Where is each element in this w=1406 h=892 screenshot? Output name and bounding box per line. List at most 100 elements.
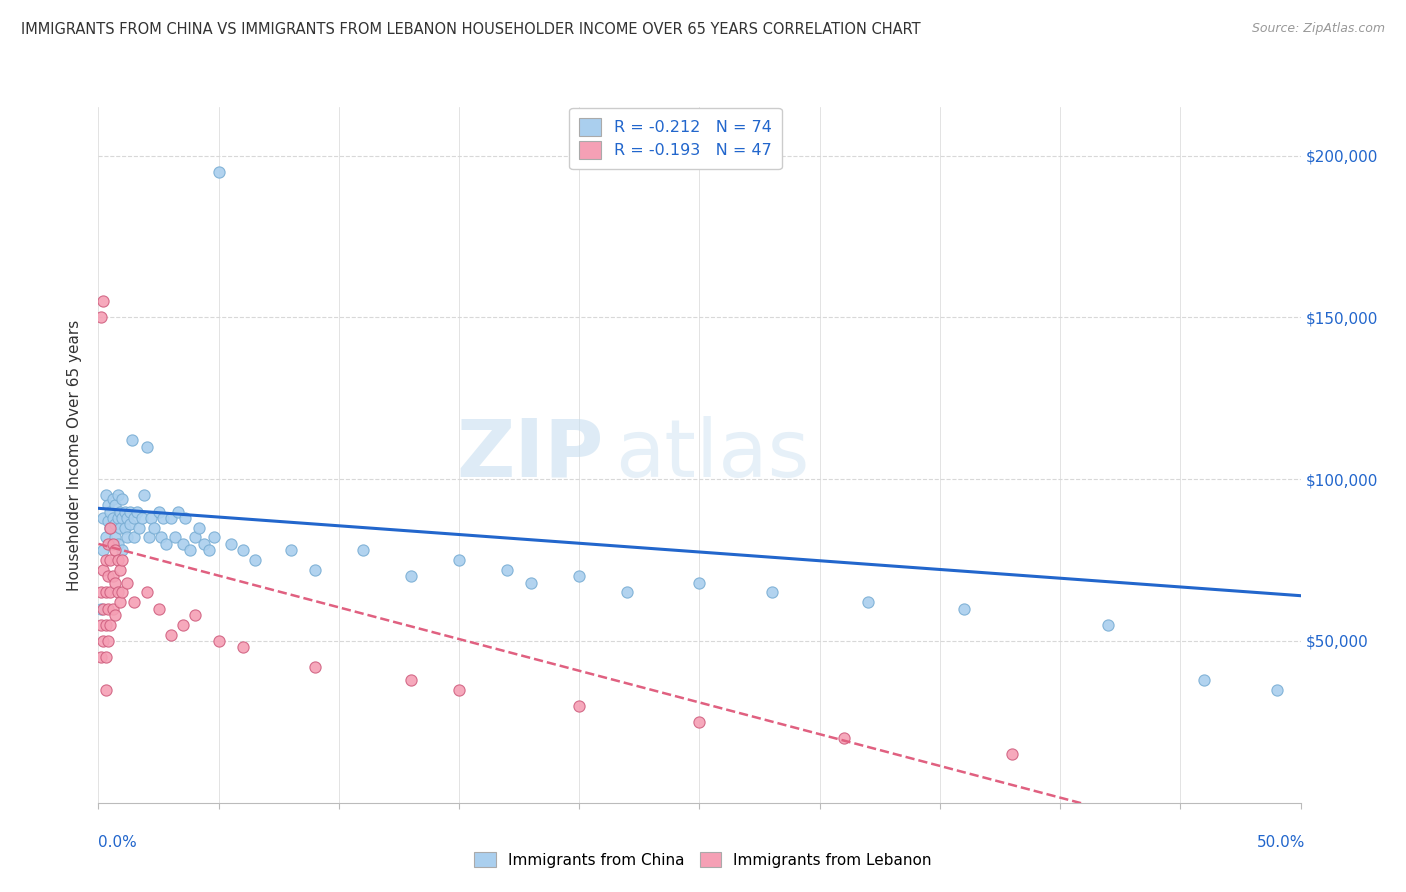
Point (104, 575, 127, 590)
Point (91, 634, 114, 648)
Point (97, 498, 120, 512)
Point (159, 627, 181, 641)
Point (689, 575, 711, 590)
Point (304, 563, 326, 577)
Point (174, 511, 197, 525)
Text: ZIP: ZIP (456, 416, 603, 494)
Point (104, 531, 127, 545)
Point (128, 521, 150, 535)
Point (183, 608, 205, 623)
Point (568, 569, 591, 583)
Point (94, 488, 117, 502)
Point (90, 650, 112, 665)
Point (135, 440, 157, 454)
Y-axis label: Householder Income Over 65 years: Householder Income Over 65 years (67, 319, 83, 591)
Point (91, 511, 114, 525)
Point (117, 531, 139, 545)
Point (111, 543, 134, 558)
Point (399, 569, 422, 583)
Point (761, 585, 783, 599)
Point (280, 543, 302, 558)
Point (100, 585, 122, 599)
Point (90, 617, 112, 632)
Text: 0.0%: 0.0% (98, 836, 138, 850)
Point (107, 553, 129, 567)
Point (1097, 617, 1119, 632)
Point (94, 650, 117, 665)
Point (121, 434, 143, 448)
Point (111, 491, 134, 506)
Point (188, 521, 211, 535)
Point (118, 504, 141, 518)
Point (91, 563, 114, 577)
Point (152, 511, 174, 525)
Point (94, 531, 117, 545)
Point (111, 553, 134, 567)
Text: atlas: atlas (616, 416, 810, 494)
Point (953, 601, 976, 615)
Point (202, 531, 225, 545)
Point (90, 601, 112, 615)
Text: 50.0%: 50.0% (1257, 836, 1305, 850)
Point (124, 595, 146, 609)
Point (208, 165, 231, 179)
Point (165, 531, 187, 545)
Point (183, 531, 205, 545)
Legend: R = -0.212   N = 74, R = -0.193   N = 47: R = -0.212 N = 74, R = -0.193 N = 47 (569, 108, 782, 169)
Point (107, 511, 129, 525)
Point (91, 294, 114, 309)
Point (616, 585, 638, 599)
Point (117, 511, 139, 525)
Point (97, 569, 120, 583)
Point (101, 511, 124, 525)
Point (118, 517, 141, 532)
Point (856, 595, 879, 609)
Point (107, 537, 129, 551)
Point (108, 595, 131, 609)
Point (135, 585, 157, 599)
Point (104, 543, 127, 558)
Point (107, 488, 129, 502)
Point (447, 682, 470, 697)
Point (142, 521, 165, 535)
Point (114, 504, 136, 518)
Point (91, 601, 114, 615)
Point (141, 511, 163, 525)
Point (117, 575, 139, 590)
Point (232, 640, 254, 655)
Point (90, 585, 112, 599)
Point (104, 498, 127, 512)
Point (91, 543, 114, 558)
Point (172, 617, 194, 632)
Point (101, 537, 124, 551)
Text: Source: ZipAtlas.com: Source: ZipAtlas.com (1251, 22, 1385, 36)
Point (193, 537, 215, 551)
Point (94, 682, 117, 697)
Point (97, 601, 120, 615)
Point (243, 553, 266, 567)
Point (399, 673, 422, 687)
Point (131, 511, 153, 525)
Point (114, 521, 136, 535)
Point (101, 601, 124, 615)
Point (520, 575, 543, 590)
Point (496, 563, 519, 577)
Point (125, 504, 148, 518)
Point (148, 504, 170, 518)
Point (100, 553, 122, 567)
Point (111, 585, 134, 599)
Point (208, 634, 231, 648)
Point (97, 514, 120, 528)
Point (101, 491, 124, 506)
Point (159, 511, 181, 525)
Point (149, 531, 172, 545)
Point (172, 537, 194, 551)
Point (447, 553, 470, 567)
Text: IMMIGRANTS FROM CHINA VS IMMIGRANTS FROM LEBANON HOUSEHOLDER INCOME OVER 65 YEAR: IMMIGRANTS FROM CHINA VS IMMIGRANTS FROM… (21, 22, 921, 37)
Point (124, 531, 146, 545)
Point (1001, 747, 1024, 762)
Point (104, 517, 127, 532)
Point (148, 601, 170, 615)
Point (232, 543, 254, 558)
Point (352, 543, 374, 558)
